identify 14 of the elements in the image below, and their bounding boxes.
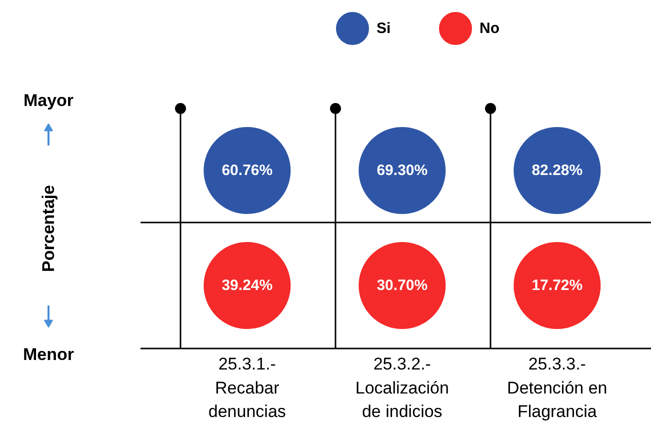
- text: Menor: [23, 345, 74, 364]
- legend-label: No: [480, 20, 500, 37]
- data-label: 60.76%: [222, 162, 273, 179]
- category-label: 25.3.1.- Recabar denuncias: [208, 354, 286, 421]
- category-label: 25.3.3.- Detención en Flagrancia: [507, 354, 608, 421]
- data-label: 82.28%: [532, 162, 583, 179]
- data-label: 69.30%: [376, 162, 428, 179]
- data-label: 17.72%: [532, 277, 583, 294]
- data-label: 30.70%: [376, 277, 428, 294]
- legend-label: Si: [376, 20, 391, 37]
- text: Porcentaje: [39, 185, 58, 272]
- data-label: 39.24%: [222, 277, 273, 294]
- text: Mayor: [23, 91, 74, 110]
- category-label: 25.3.2.- Localización de indicios: [355, 354, 449, 421]
